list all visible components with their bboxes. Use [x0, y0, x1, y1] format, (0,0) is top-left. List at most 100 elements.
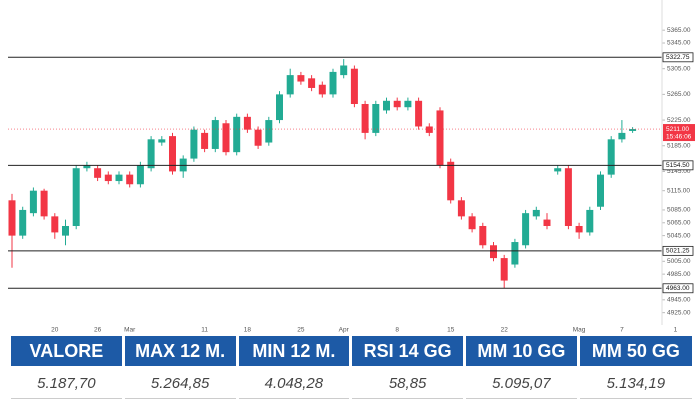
candle-body — [607, 139, 615, 175]
x-tick-label: Apr — [339, 327, 350, 334]
x-tick-label: 8 — [395, 327, 399, 334]
candle-body — [618, 132, 626, 140]
candle-body — [276, 94, 283, 121]
candle-body — [190, 129, 198, 159]
y-tick-label: 5185.00 — [667, 142, 691, 149]
x-tick-label: 15 — [447, 327, 455, 334]
candle-body — [543, 219, 551, 226]
candle-body — [158, 139, 166, 143]
level-label-box — [662, 245, 694, 256]
candle-body — [415, 100, 423, 127]
last-price-label: 5211.00 — [666, 126, 689, 133]
candle-body — [233, 116, 241, 153]
candle-body — [62, 225, 69, 236]
candle-body — [126, 174, 134, 185]
header-cell: MAX 12 M. — [121, 336, 237, 367]
candle-body — [286, 75, 294, 95]
level-label: 5154.50 — [666, 162, 690, 169]
candle-body — [201, 132, 209, 149]
candle-body — [629, 129, 637, 131]
level-label-box — [662, 283, 694, 294]
stats-table: VALORE MAX 12 M. MIN 12 M. RSI 14 GG MM … — [8, 336, 692, 399]
candle-body — [479, 225, 487, 246]
y-tick-label: 5345.00 — [667, 40, 691, 47]
x-tick-label: 20 — [51, 327, 59, 334]
candle-body — [511, 242, 519, 265]
header-cell: MM 50 GG — [576, 336, 692, 367]
candle-body — [447, 161, 455, 201]
y-tick-label: 5085.00 — [667, 207, 691, 214]
header-cell: RSI 14 GG — [349, 336, 465, 367]
header-cell: VALORE — [8, 336, 124, 367]
candle-body — [490, 245, 497, 259]
candle-body — [436, 110, 444, 165]
candle-body — [350, 68, 358, 105]
y-tick-label: 5065.00 — [667, 220, 691, 227]
candle-body — [554, 168, 562, 172]
level-label: 5322.75 — [666, 54, 690, 61]
candle-body — [532, 209, 540, 217]
candle-body — [169, 136, 176, 172]
candle-body — [243, 116, 251, 130]
candle-body — [83, 165, 91, 169]
x-tick-label: Mar — [124, 327, 136, 334]
candle-body — [265, 120, 273, 143]
y-tick-label: 5005.00 — [667, 258, 691, 265]
candle-body — [340, 65, 348, 76]
candle-body — [361, 104, 369, 133]
x-tick-label: 18 — [244, 327, 252, 334]
value-cell: 5.187,70 — [8, 366, 124, 399]
countdown-label: 15:46:06 — [666, 133, 692, 140]
candle-body — [308, 78, 316, 88]
y-tick-label: 5145.00 — [667, 168, 691, 175]
candle-body — [8, 200, 16, 236]
value-cell: 5.134,19 — [576, 366, 692, 399]
candle-body — [136, 165, 144, 185]
x-tick-label: 22 — [501, 327, 509, 334]
candle-body — [29, 190, 37, 214]
candle-body — [575, 225, 583, 233]
y-tick-label: 5365.00 — [667, 27, 691, 34]
candle-body — [297, 75, 305, 82]
y-tick-label: 5265.00 — [667, 91, 691, 98]
candle-body — [564, 168, 572, 226]
candle-body — [468, 216, 476, 230]
candle-body — [104, 174, 112, 182]
y-tick-label: 5305.00 — [667, 65, 691, 72]
candle-body — [586, 209, 594, 233]
y-tick-label: 4985.00 — [667, 271, 691, 278]
candle-body — [40, 190, 48, 217]
level-label-box — [662, 52, 694, 63]
value-cell: 58,85 — [349, 366, 465, 399]
x-tick-label: 7 — [620, 327, 624, 334]
candle-body — [522, 213, 530, 246]
candle-body — [72, 168, 80, 226]
candle-body — [404, 100, 412, 108]
value-cell: 5.264,85 — [121, 366, 237, 399]
candle-body — [318, 84, 326, 95]
candle-body — [211, 120, 219, 149]
x-tick-label: Mag — [573, 327, 586, 334]
candle-body — [383, 100, 390, 111]
value-row: 5.187,70 5.264,85 4.048,28 58,85 5.095,0… — [8, 366, 692, 399]
y-tick-label: 4925.00 — [667, 309, 691, 316]
x-tick-label: 11 — [201, 327, 208, 334]
candle-body — [597, 174, 604, 207]
candle-body — [393, 100, 401, 108]
level-label: 5021.25 — [666, 248, 690, 255]
candle-body — [500, 258, 508, 281]
y-tick-label: 4945.00 — [667, 297, 691, 304]
candle-body — [222, 123, 230, 153]
last-price-box — [663, 124, 695, 142]
candle-body — [425, 126, 433, 133]
header-row: VALORE MAX 12 M. MIN 12 M. RSI 14 GG MM … — [8, 336, 692, 367]
value-cell: 4.048,28 — [235, 366, 351, 399]
value-cell: 5.095,07 — [463, 366, 579, 399]
candle-body — [19, 209, 27, 236]
candle-body — [115, 174, 123, 182]
header-cell: MM 10 GG — [463, 336, 579, 367]
candle-body — [329, 71, 337, 95]
y-tick-label: 5225.00 — [667, 117, 691, 124]
candle-body — [51, 216, 59, 233]
